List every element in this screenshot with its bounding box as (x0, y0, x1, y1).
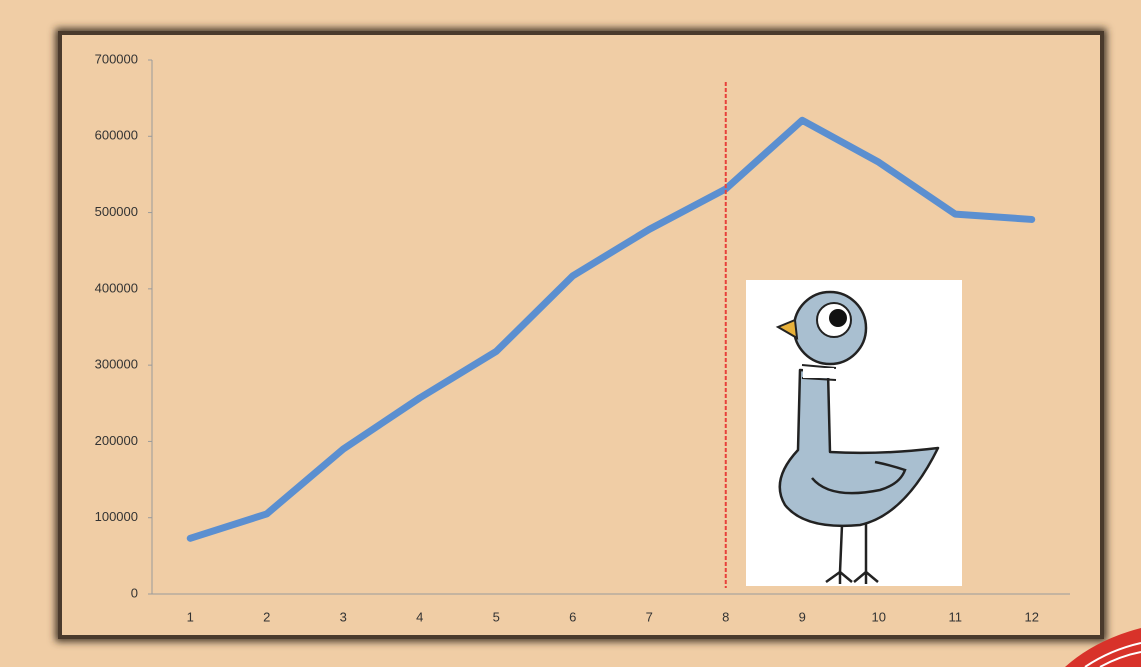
corner-decoration-lines (1084, 642, 1141, 667)
y-tick-label: 700000 (95, 51, 138, 66)
y-tick-label: 0 (131, 585, 138, 600)
y-tick-label: 300000 (95, 357, 138, 372)
x-tick-label: 6 (569, 609, 576, 624)
y-tick-label: 100000 (95, 509, 138, 524)
x-tick-label: 7 (646, 609, 653, 624)
y-tick-label: 500000 (95, 204, 138, 219)
x-tick-label: 9 (799, 609, 806, 624)
x-tick-label: 12 (1025, 609, 1039, 624)
x-tick-label: 10 (872, 609, 886, 624)
x-tick-label: 3 (340, 609, 347, 624)
x-tick-label: 1 (187, 609, 194, 624)
x-tick-label: 8 (722, 609, 729, 624)
y-tick-label: 400000 (95, 280, 138, 295)
pigeon-illustration (746, 280, 962, 586)
x-tick-label: 2 (263, 609, 270, 624)
y-tick-label: 600000 (95, 128, 138, 143)
y-tick-label: 200000 (95, 433, 138, 448)
data-line (186, 116, 1036, 542)
x-tick-label: 5 (493, 609, 500, 624)
x-tick-label: 11 (949, 609, 963, 624)
x-tick-label: 4 (416, 609, 423, 624)
